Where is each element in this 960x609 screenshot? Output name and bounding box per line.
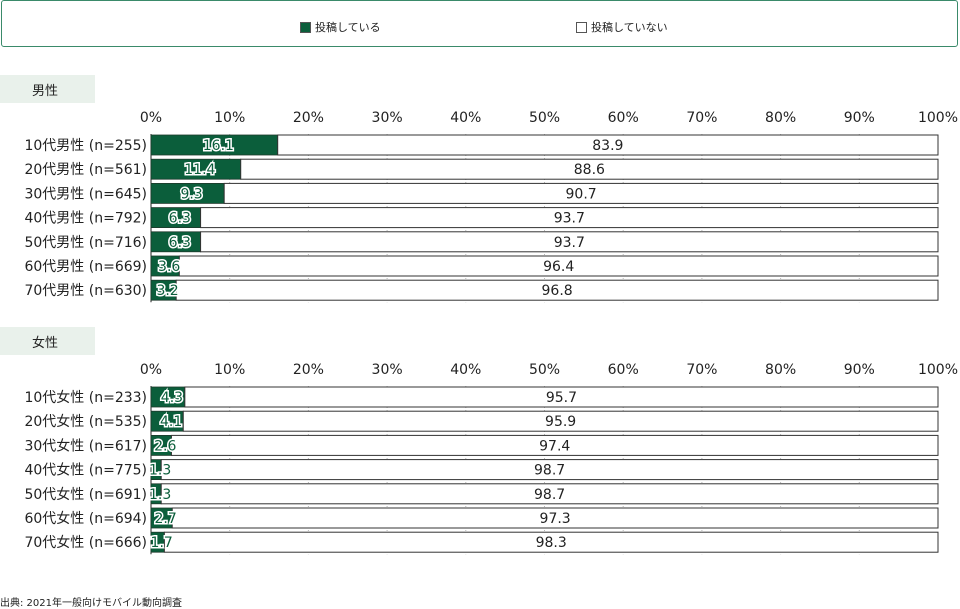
bar-not-posting [277, 134, 939, 156]
x-tick-label: 10% [214, 110, 245, 126]
category-label: 60代男性 (n=669) [24, 259, 147, 275]
bar-not-posting [175, 279, 939, 301]
x-tick-label: 10% [214, 362, 245, 378]
category-label: 60代女性 (n=694) [24, 510, 147, 527]
data-label-not-posting: 93.7 [554, 211, 585, 227]
data-label-posting: 4.1 [160, 414, 182, 430]
legend-label-posting: 投稿している [315, 21, 381, 34]
x-tick-label: 0% [140, 110, 162, 126]
category-label: 10代男性 (n=255) [24, 138, 147, 154]
x-tick-label: 50% [529, 110, 560, 126]
male-chart: 0% 10% 20% 30% 40% 50% 60% 70% 80% 90% 100% 10代男性 (… [24, 110, 958, 303]
x-tick-label: 20% [293, 362, 324, 378]
bar-not-posting [200, 207, 939, 229]
bar-not-posting [184, 386, 939, 408]
x-tick-label: 90% [844, 362, 875, 378]
legend-label-not-posting: 投稿していない [591, 21, 668, 34]
legend-item-posting: 投稿している [300, 19, 381, 35]
x-tick-label: 70% [686, 362, 717, 378]
legend-swatch-posting [300, 21, 311, 33]
x-tick-label: 70% [686, 110, 717, 126]
category-label: 30代男性 (n=645) [24, 186, 147, 202]
x-tick-label: 40% [450, 110, 481, 126]
category-label: 20代女性 (n=535) [24, 413, 147, 430]
x-tick-label: 80% [765, 362, 796, 378]
data-label-not-posting: 97.3 [540, 511, 571, 527]
section-label-male: 男性 [0, 75, 95, 103]
source-note: 出典: 2021年一般向けモバイル動向調査 [0, 598, 182, 609]
bar-not-posting [160, 483, 939, 505]
data-label-posting: 1.7 [151, 535, 173, 551]
x-tick-label: 30% [372, 110, 403, 126]
x-tick-label: 30% [372, 362, 403, 378]
bar-not-posting [240, 158, 939, 180]
bar-not-posting [163, 531, 939, 553]
x-tick-label: 40% [450, 362, 481, 378]
x-tick-label: 100% [918, 110, 958, 126]
x-tick-label: 50% [529, 362, 560, 378]
female-chart: 0% 10% 20% 30% 40% 50% 60% 70% 80% 90% 100% 10代女性 (… [24, 362, 958, 555]
category-label: 10代女性 (n=233) [24, 389, 147, 406]
data-label-posting: 4.3 [161, 390, 183, 406]
data-label-posting: 2.6 [154, 438, 176, 454]
data-label-posting: 16.1 [203, 138, 234, 154]
category-label: 50代男性 (n=716) [24, 235, 147, 251]
data-label-not-posting: 95.9 [545, 414, 576, 430]
data-label-posting: 3.2 [156, 283, 178, 299]
category-label: 70代女性 (n=666) [24, 534, 147, 551]
category-label: 40代男性 (n=792) [24, 211, 147, 227]
bar-not-posting [170, 434, 939, 456]
data-label-not-posting: 98.7 [534, 463, 565, 479]
data-label-not-posting: 97.4 [539, 438, 570, 454]
data-label-not-posting: 96.8 [542, 283, 573, 299]
category-label: 40代女性 (n=775) [24, 462, 147, 479]
data-label-posting: 9.3 [180, 186, 202, 202]
data-label-not-posting: 83.9 [592, 138, 623, 154]
data-label-not-posting: 98.3 [536, 535, 567, 551]
legend: 投稿している 投稿していない [1, 0, 958, 47]
bar-not-posting [200, 231, 939, 253]
x-tick-label: 80% [765, 110, 796, 126]
x-tick-label: 60% [608, 110, 639, 126]
data-label-posting: 1.3 [149, 487, 171, 503]
data-label-not-posting: 98.7 [534, 487, 565, 503]
data-label-not-posting: 96.4 [543, 259, 574, 275]
legend-swatch-not-posting [576, 21, 587, 33]
x-tick-label: 0% [140, 362, 162, 378]
data-label-posting: 3.6 [158, 259, 180, 275]
bar-not-posting [223, 182, 939, 204]
data-label-posting: 6.3 [169, 211, 191, 227]
data-label-posting: 11.4 [184, 162, 215, 178]
bar-not-posting [171, 507, 939, 529]
x-tick-label: 20% [293, 110, 324, 126]
x-tick-label: 60% [608, 362, 639, 378]
category-label: 30代女性 (n=617) [24, 437, 147, 454]
data-label-not-posting: 88.6 [574, 162, 605, 178]
x-tick-label: 100% [918, 362, 958, 378]
data-label-posting: 2.7 [154, 511, 176, 527]
category-label: 50代女性 (n=691) [24, 486, 147, 503]
category-label: 70代男性 (n=630) [24, 283, 147, 299]
data-label-posting: 6.3 [169, 235, 191, 251]
data-label-not-posting: 95.7 [546, 390, 577, 406]
section-label-female: 女性 [0, 327, 95, 355]
bar-not-posting [178, 255, 939, 277]
data-label-not-posting: 93.7 [554, 235, 585, 251]
data-label-posting: 1.3 [149, 463, 171, 479]
x-tick-label: 90% [844, 110, 875, 126]
bar-not-posting [182, 410, 939, 432]
category-label: 20代男性 (n=561) [24, 162, 147, 178]
bar-not-posting [160, 459, 939, 481]
legend-item-not-posting: 投稿していない [576, 19, 668, 35]
data-label-not-posting: 90.7 [566, 186, 597, 202]
